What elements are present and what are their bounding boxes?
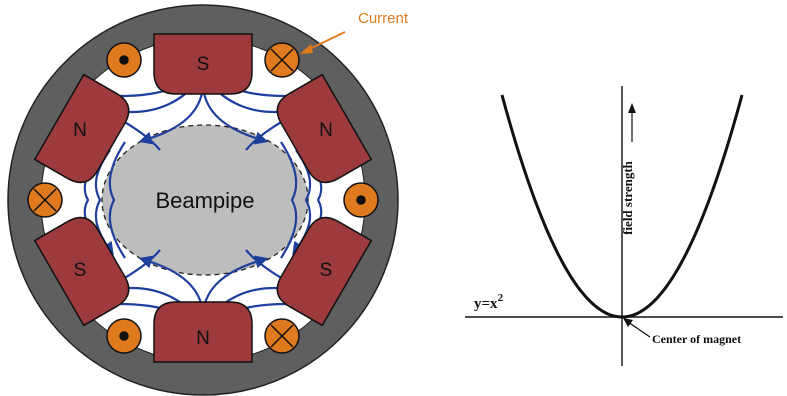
conductor-bottom-left-out-icon (106, 318, 142, 354)
conductor-right-out-icon (343, 182, 379, 218)
pole-bottom (153, 301, 253, 363)
conductor-top-right-in-icon (264, 42, 300, 78)
curve-equation-base: y=x (474, 296, 498, 312)
y-axis-label-arrowhead (628, 103, 636, 113)
conductor-top-left-out-icon (106, 42, 142, 78)
pole-label-lower-right: S (320, 260, 333, 281)
beampipe (101, 124, 309, 276)
y-axis-label: field strength (620, 160, 635, 235)
pole-upper-left (33, 73, 130, 184)
field-line (280, 141, 298, 259)
conductors (27, 42, 379, 354)
pole-upper-right (276, 73, 373, 184)
curve-equation-exponent: 2 (498, 292, 504, 304)
pole-pieces (33, 33, 373, 363)
current-label: Current (358, 10, 409, 27)
pole-label-bottom: N (196, 328, 210, 349)
magnet-diagram: Beampipe (7, 4, 409, 396)
conductor-left-in-icon (27, 182, 63, 218)
conductor-bottom-right-in-icon (264, 318, 300, 354)
pole-lower-right (276, 216, 373, 327)
pole-label-upper-right: N (319, 120, 333, 141)
center-pointer-line (627, 321, 651, 338)
center-pointer-arrowhead (623, 318, 633, 327)
beampipe-label: Beampipe (155, 188, 254, 213)
field-line (108, 141, 126, 259)
field-strength-graph: y=x2 field strength Center of magnet (465, 86, 783, 366)
pole-label-top: S (197, 54, 210, 75)
parabola-curve (500, 94, 744, 319)
pole-label-upper-left: N (73, 120, 87, 141)
pole-top (153, 33, 253, 95)
current-pointer-arrowhead (300, 44, 313, 54)
curve-equation-label: y=x2 (474, 292, 504, 312)
center-of-magnet-label: Center of magnet (652, 332, 741, 346)
pole-label-lower-left: S (74, 260, 87, 281)
pole-lower-left (33, 216, 130, 327)
